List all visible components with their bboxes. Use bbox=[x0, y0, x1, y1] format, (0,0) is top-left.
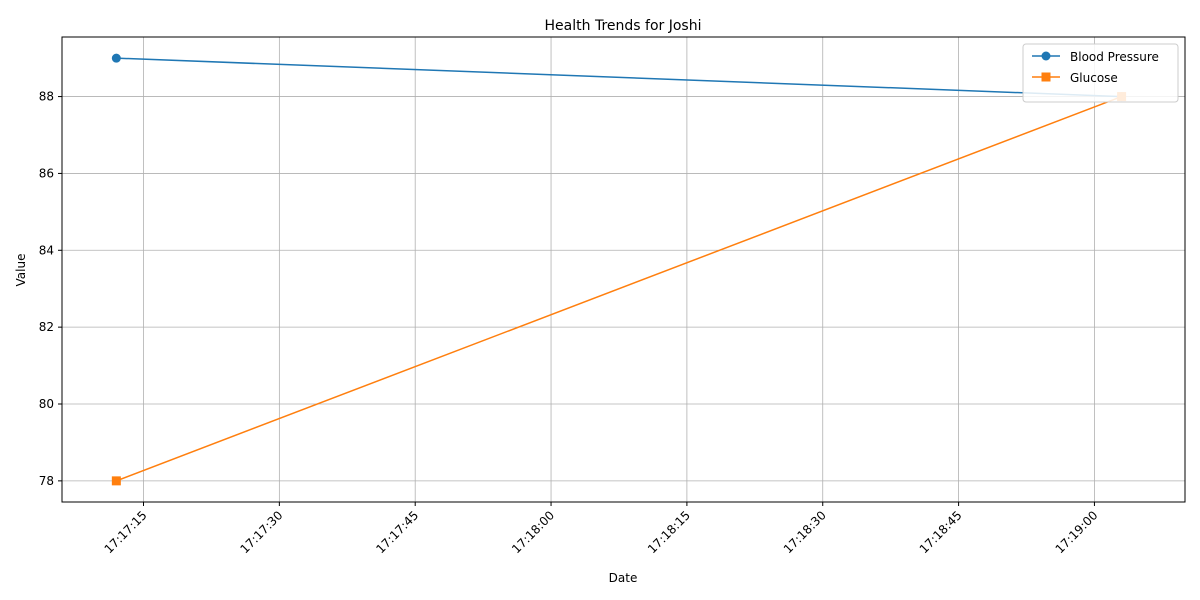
data-point-blood-pressure bbox=[111, 53, 121, 63]
y-tick-label: 88 bbox=[39, 90, 54, 104]
data-point-glucose bbox=[111, 476, 121, 486]
plot-frame bbox=[61, 36, 1186, 503]
legend-marker-blood-pressure bbox=[1041, 51, 1051, 61]
series-line-blood-pressure bbox=[116, 57, 1122, 98]
legend-label-blood-pressure: Blood Pressure bbox=[1070, 50, 1159, 64]
legend-label-glucose: Glucose bbox=[1070, 71, 1118, 85]
grid-lines bbox=[62, 37, 1185, 502]
chart-title: Health Trends for Joshi bbox=[545, 18, 702, 34]
legend-marker-glucose bbox=[1041, 72, 1051, 82]
legend: Blood Pressure Glucose bbox=[1022, 43, 1179, 103]
y-tick-label: 80 bbox=[39, 397, 54, 411]
x-axis-label: Date bbox=[609, 571, 638, 585]
y-axis-ticks: 78 80 82 84 86 88 bbox=[39, 90, 62, 488]
y-tick-label: 78 bbox=[39, 474, 54, 488]
legend-box bbox=[1022, 43, 1179, 103]
y-tick-label: 82 bbox=[39, 320, 54, 334]
y-tick-label: 86 bbox=[39, 166, 54, 180]
series-line-glucose bbox=[116, 95, 1122, 482]
y-tick-label: 84 bbox=[39, 243, 54, 257]
y-axis-label: Value bbox=[14, 254, 28, 287]
